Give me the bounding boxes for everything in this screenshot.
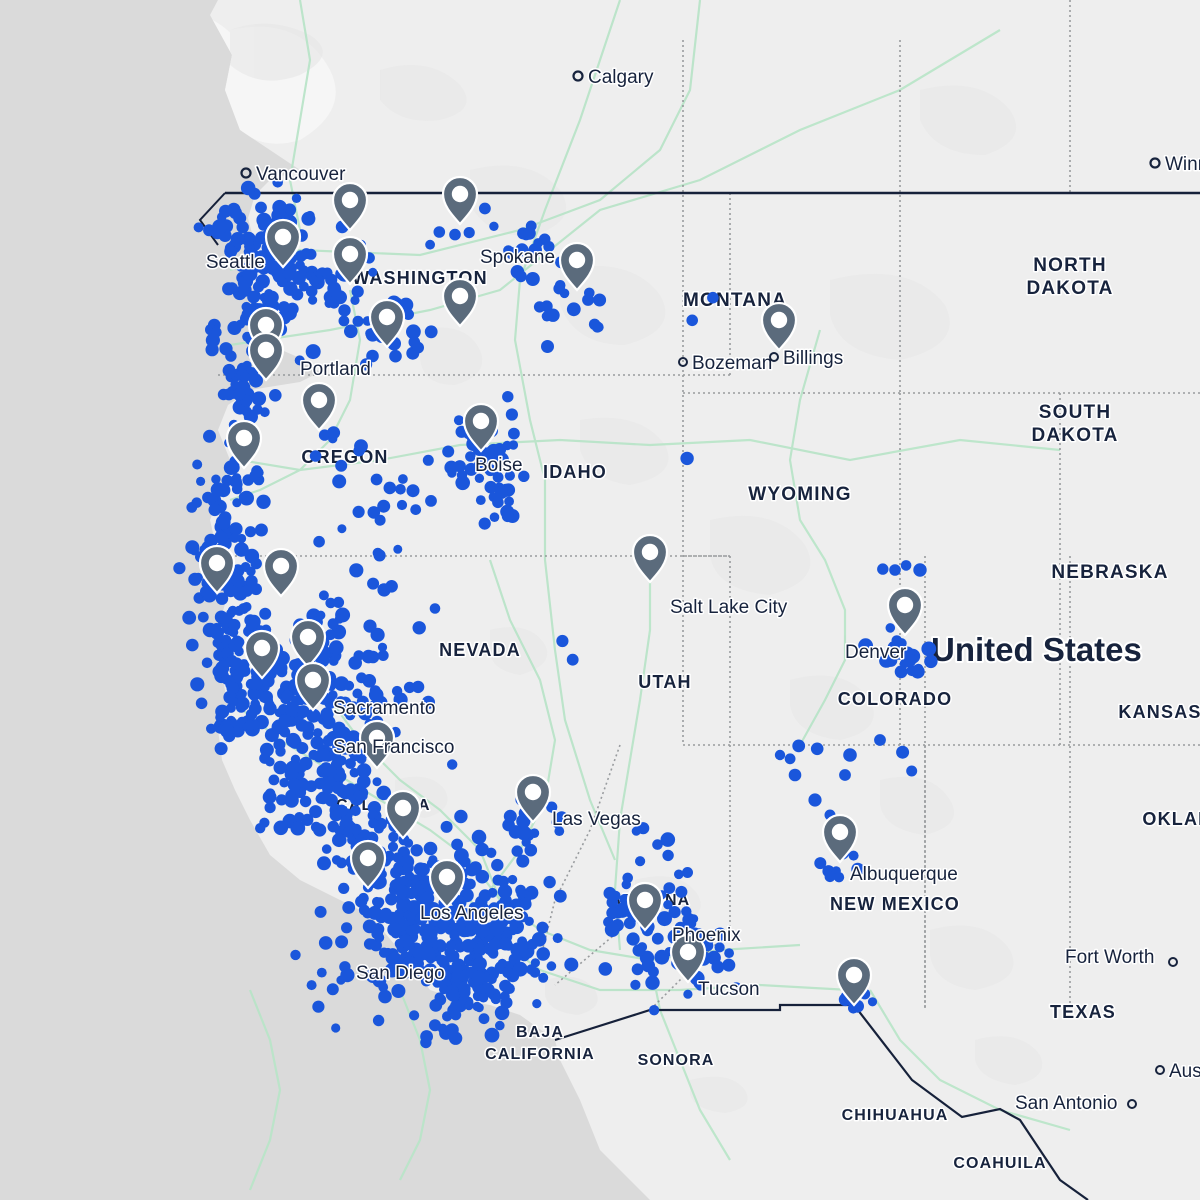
svg-text:SONORA: SONORA [638, 1052, 715, 1069]
svg-text:Spokane: Spokane [480, 247, 555, 268]
svg-text:Sacramento: Sacramento [333, 698, 435, 719]
svg-text:KANSAS: KANSAS [1118, 702, 1200, 722]
svg-text:TEXAS: TEXAS [1050, 1002, 1116, 1022]
svg-text:CHIHUAHUA: CHIHUAHUA [842, 1107, 949, 1124]
svg-text:Albuquerque: Albuquerque [850, 864, 958, 885]
svg-text:COAHUILA: COAHUILA [953, 1155, 1046, 1172]
svg-text:WYOMING: WYOMING [748, 484, 851, 505]
svg-text:Los Angeles: Los Angeles [420, 903, 524, 924]
svg-text:DAKOTA: DAKOTA [1026, 278, 1113, 299]
svg-text:CALIFORNIA: CALIFORNIA [485, 1046, 595, 1063]
svg-text:San Francisco: San Francisco [333, 737, 454, 758]
svg-text:NEW MEXICO: NEW MEXICO [830, 894, 960, 914]
svg-text:Seattle: Seattle [206, 252, 265, 273]
svg-text:Winnipeg: Winnipeg [1165, 154, 1200, 175]
svg-text:Las Vegas: Las Vegas [552, 809, 641, 830]
svg-text:SOUTH: SOUTH [1039, 402, 1112, 423]
svg-text:Portland: Portland [300, 359, 371, 380]
svg-text:UTAH: UTAH [638, 672, 691, 692]
svg-text:BAJA: BAJA [516, 1024, 564, 1041]
svg-text:Tucson: Tucson [698, 979, 760, 1000]
svg-text:DAKOTA: DAKOTA [1031, 425, 1118, 446]
svg-text:NORTH: NORTH [1033, 255, 1107, 276]
svg-text:Denver: Denver [845, 642, 907, 663]
svg-text:Billings: Billings [783, 348, 843, 369]
svg-text:Calgary: Calgary [588, 67, 654, 88]
svg-text:Bozeman: Bozeman [692, 353, 772, 374]
svg-text:IDAHO: IDAHO [543, 462, 607, 482]
svg-text:OKLAHO: OKLAHO [1142, 809, 1200, 829]
svg-text:San Antonio: San Antonio [1015, 1093, 1117, 1114]
svg-text:NEBRASKA: NEBRASKA [1051, 562, 1168, 583]
svg-text:Austin: Austin [1169, 1061, 1200, 1082]
svg-text:COLORADO: COLORADO [838, 689, 953, 709]
svg-text:Phoenix: Phoenix [672, 925, 741, 946]
svg-text:Fort Worth: Fort Worth [1065, 947, 1154, 968]
svg-text:Boise: Boise [475, 455, 523, 476]
svg-text:United States: United States [931, 631, 1142, 668]
svg-text:NEVADA: NEVADA [439, 640, 521, 660]
svg-text:Vancouver: Vancouver [256, 164, 346, 185]
svg-text:Salt Lake City: Salt Lake City [670, 597, 788, 618]
svg-text:San Diego: San Diego [356, 963, 445, 984]
